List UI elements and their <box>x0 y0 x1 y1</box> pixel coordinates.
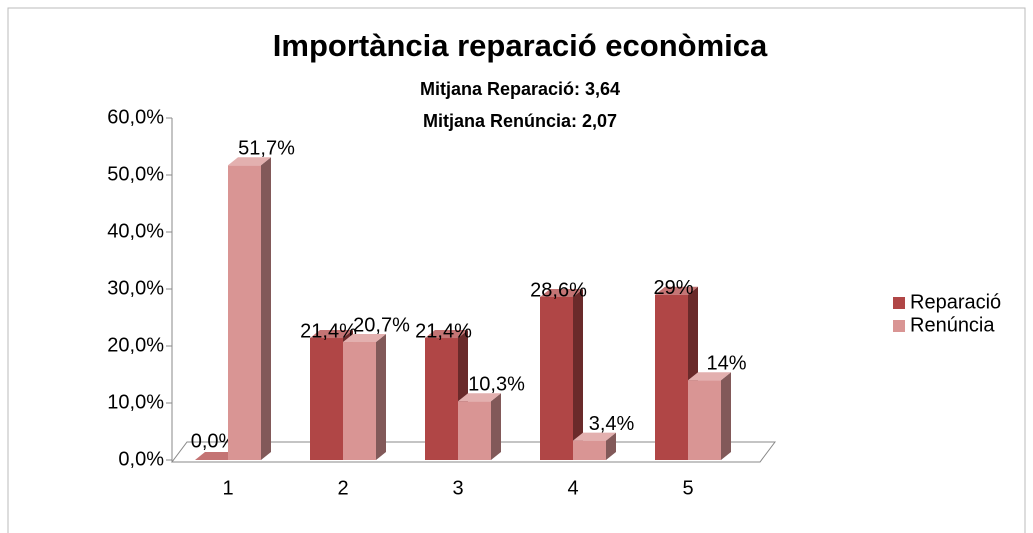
y-tick-label: 30,0% <box>107 277 164 299</box>
data-label: 28,6% <box>530 279 587 301</box>
bar-side <box>261 157 271 460</box>
y-tick-label: 40,0% <box>107 220 164 242</box>
bar-top <box>195 452 238 460</box>
bar-top <box>343 334 386 343</box>
bar-top <box>310 330 353 339</box>
bar-top <box>573 432 616 441</box>
bar <box>573 440 606 460</box>
x-tick-label: 5 <box>682 477 693 499</box>
chart-title: Importància reparació econòmica <box>273 28 768 63</box>
subtitle: Mitjana Renúncia: 2,07 <box>423 111 617 131</box>
bar-side <box>606 432 616 460</box>
bar <box>310 338 343 460</box>
data-label: 14% <box>706 352 746 374</box>
bar-side <box>721 372 731 460</box>
legend-swatch <box>893 320 905 332</box>
y-tick-label: 50,0% <box>107 163 164 185</box>
data-label: 51,7% <box>238 138 295 160</box>
x-tick-label: 1 <box>222 477 233 499</box>
y-tick-label: 0,0% <box>118 448 164 470</box>
data-label: 21,4% <box>300 320 357 342</box>
chart-border <box>7 7 1026 533</box>
bar-side <box>491 393 501 460</box>
bar-top <box>655 286 698 295</box>
data-label: 29% <box>653 277 693 299</box>
x-tick-label: 3 <box>452 477 463 499</box>
legend-label: Reparació <box>910 291 1001 313</box>
bar-top <box>425 330 468 339</box>
data-label: 20,7% <box>353 314 410 336</box>
bar-side <box>376 334 386 460</box>
bar <box>655 294 688 460</box>
bar <box>540 296 573 460</box>
y-tick-label: 20,0% <box>107 334 164 356</box>
x-tick-label: 4 <box>567 477 578 499</box>
bar <box>688 380 721 460</box>
bar <box>228 165 261 460</box>
legend-label: Renúncia <box>910 314 995 336</box>
bar-top <box>540 288 583 297</box>
legend-swatch <box>893 297 905 309</box>
bar <box>458 401 491 460</box>
bar <box>425 338 458 460</box>
bar-top <box>688 372 731 381</box>
bar-top <box>228 157 271 166</box>
data-label: 21,4% <box>415 320 472 342</box>
data-label: 10,3% <box>468 374 525 396</box>
x-tick-label: 2 <box>337 477 348 499</box>
subtitle: Mitjana Reparació: 3,64 <box>420 79 620 99</box>
bar <box>343 342 376 460</box>
y-tick-label: 60,0% <box>107 106 164 128</box>
data-label: 3,4% <box>589 413 635 435</box>
data-label: 0,0% <box>191 430 237 452</box>
bar-side <box>573 288 583 460</box>
bar-top <box>458 393 501 402</box>
y-tick-label: 10,0% <box>107 391 164 413</box>
